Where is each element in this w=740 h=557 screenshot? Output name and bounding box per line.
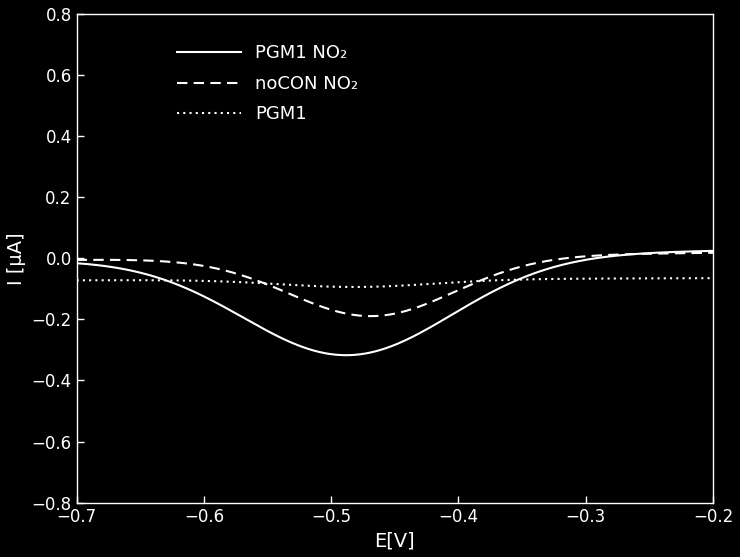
PGM1 <box>145 277 154 284</box>
PGM1 <box>183 277 192 284</box>
Y-axis label: I [μA]: I [μA] <box>7 232 26 285</box>
Line: PGM1 NO₂: PGM1 NO₂ <box>77 251 713 355</box>
PGM1 <box>316 283 325 290</box>
noCON NO₂ <box>316 303 325 310</box>
noCON NO₂ <box>73 257 81 263</box>
noCON NO₂ <box>628 251 636 257</box>
PGM1 <box>344 284 353 290</box>
PGM1 NO₂ <box>73 260 81 267</box>
Line: PGM1: PGM1 <box>77 278 713 287</box>
PGM1 NO₂ <box>628 251 636 257</box>
Line: noCON NO₂: noCON NO₂ <box>77 253 713 316</box>
noCON NO₂ <box>145 257 154 264</box>
PGM1 NO₂ <box>696 248 705 255</box>
PGM1 <box>349 284 358 290</box>
PGM1 NO₂ <box>708 247 717 254</box>
X-axis label: E[V]: E[V] <box>374 531 415 550</box>
PGM1 NO₂ <box>316 349 325 355</box>
noCON NO₂ <box>696 250 705 256</box>
noCON NO₂ <box>708 250 717 256</box>
PGM1 <box>696 275 705 281</box>
PGM1 <box>73 277 81 284</box>
PGM1 <box>708 275 717 281</box>
Legend: PGM1 NO₂, noCON NO₂, PGM1: PGM1 NO₂, noCON NO₂, PGM1 <box>169 35 367 133</box>
PGM1 NO₂ <box>342 352 351 359</box>
PGM1 NO₂ <box>145 272 154 278</box>
noCON NO₂ <box>183 260 192 267</box>
PGM1 NO₂ <box>183 285 192 292</box>
PGM1 NO₂ <box>344 352 353 359</box>
PGM1 <box>628 275 636 282</box>
noCON NO₂ <box>366 313 375 320</box>
noCON NO₂ <box>344 311 353 317</box>
